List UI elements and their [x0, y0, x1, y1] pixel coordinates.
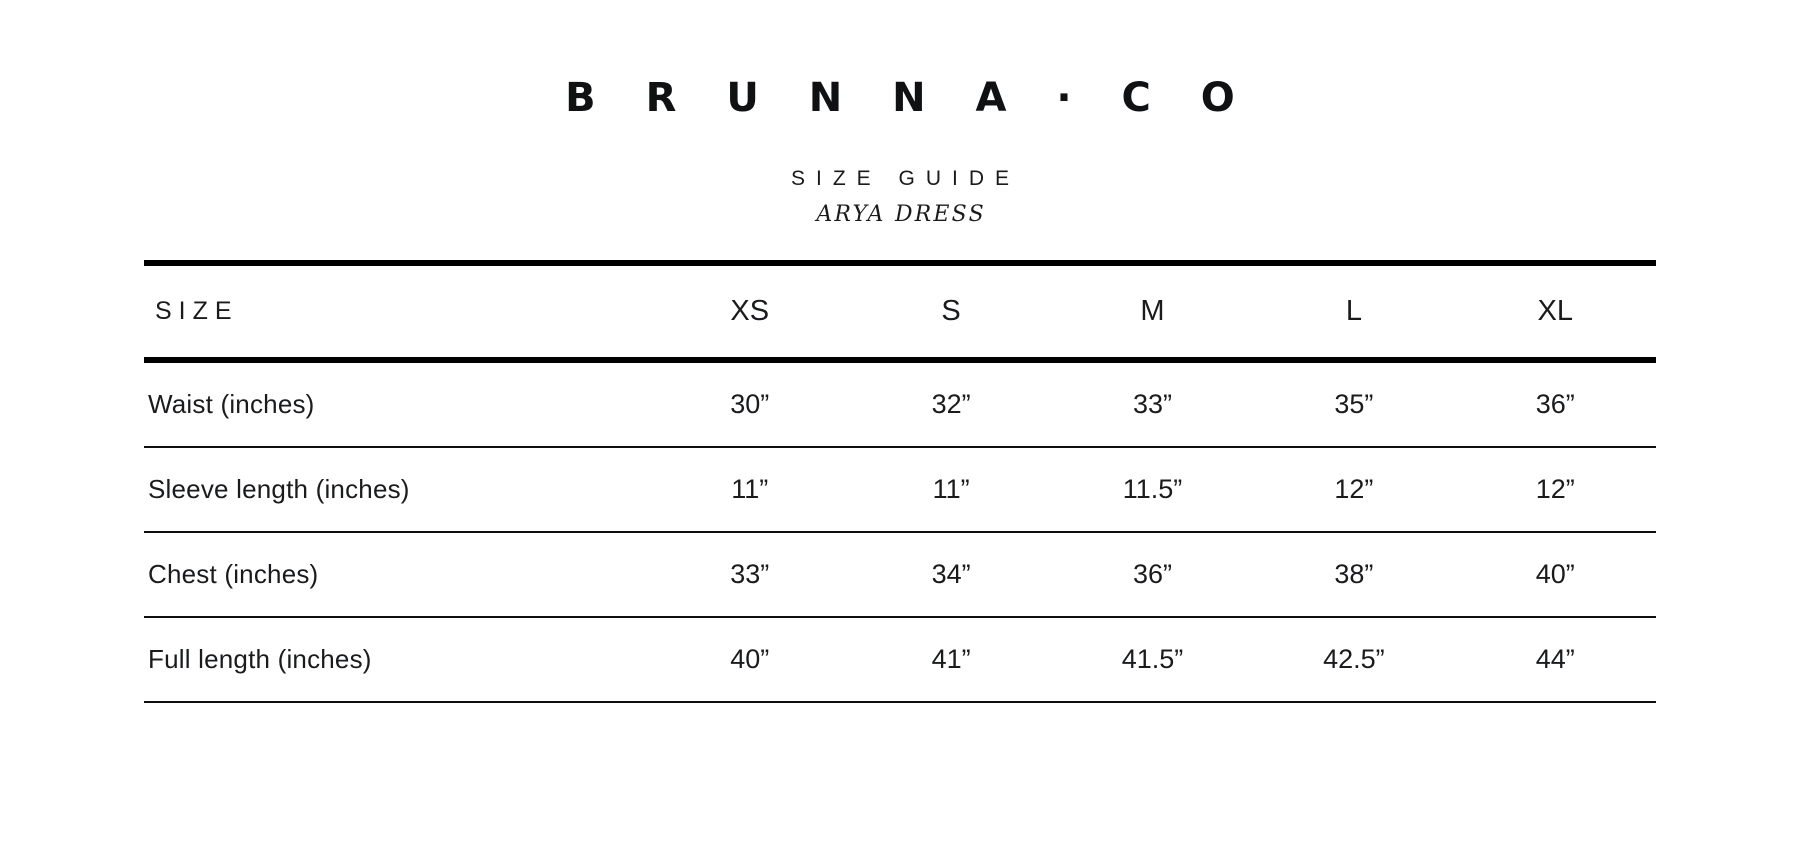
cell-full-length-l: 42.5” [1253, 617, 1455, 703]
row-label-full-length: Full length (inches) [144, 617, 650, 703]
cell-waist-m: 33” [1051, 360, 1254, 448]
column-header-l: L [1253, 260, 1455, 363]
table-row: Full length (inches) 40” 41” 41.5” 42.5”… [144, 617, 1656, 703]
cell-sleeve-length-xs: 11” [649, 447, 851, 533]
cell-waist-xl: 36” [1454, 360, 1656, 448]
cell-full-length-m: 41.5” [1051, 617, 1254, 703]
cell-full-length-xl: 44” [1454, 617, 1656, 703]
page-title: SIZE GUIDE [790, 167, 1021, 190]
row-label-chest: Chest (inches) [144, 532, 650, 618]
size-table-container: SIZE XS S M L XL Waist (inches) 30” 32” … [144, 260, 1656, 703]
row-label-waist: Waist (inches) [144, 360, 650, 448]
cell-waist-s: 32” [850, 360, 1052, 448]
cell-chest-l: 38” [1253, 532, 1455, 618]
cell-full-length-xs: 40” [649, 617, 851, 703]
cell-sleeve-length-l: 12” [1253, 447, 1455, 533]
product-name: ARYA DRESS [816, 202, 986, 227]
cell-sleeve-length-xl: 12” [1454, 447, 1656, 533]
cell-waist-xs: 30” [649, 360, 851, 448]
column-header-xs: XS [649, 260, 851, 363]
size-guide-table: SIZE XS S M L XL Waist (inches) 30” 32” … [144, 260, 1656, 703]
column-header-s: S [850, 260, 1052, 363]
table-row: Waist (inches) 30” 32” 33” 35” 36” [144, 360, 1656, 448]
brand-logo: B R U N N A · C O [565, 75, 1253, 121]
cell-chest-xs: 33” [649, 532, 851, 618]
column-header-size: SIZE [144, 260, 650, 363]
cell-full-length-s: 41” [850, 617, 1052, 703]
table-row: Chest (inches) 33” 34” 36” 38” 40” [144, 532, 1656, 618]
table-header-row: SIZE XS S M L XL [144, 260, 1656, 363]
column-header-m: M [1051, 260, 1254, 363]
cell-sleeve-length-s: 11” [850, 447, 1052, 533]
cell-sleeve-length-m: 11.5” [1051, 447, 1254, 533]
row-label-sleeve-length: Sleeve length (inches) [144, 447, 650, 533]
cell-chest-s: 34” [850, 532, 1052, 618]
column-header-xl: XL [1454, 260, 1656, 363]
cell-chest-m: 36” [1051, 532, 1254, 618]
brand-header: B R U N N A · C O SIZE GUIDE ARYA DRESS [0, 0, 1800, 226]
table-row: Sleeve length (inches) 11” 11” 11.5” 12”… [144, 447, 1656, 533]
cell-waist-l: 35” [1253, 360, 1455, 448]
cell-chest-xl: 40” [1454, 532, 1656, 618]
